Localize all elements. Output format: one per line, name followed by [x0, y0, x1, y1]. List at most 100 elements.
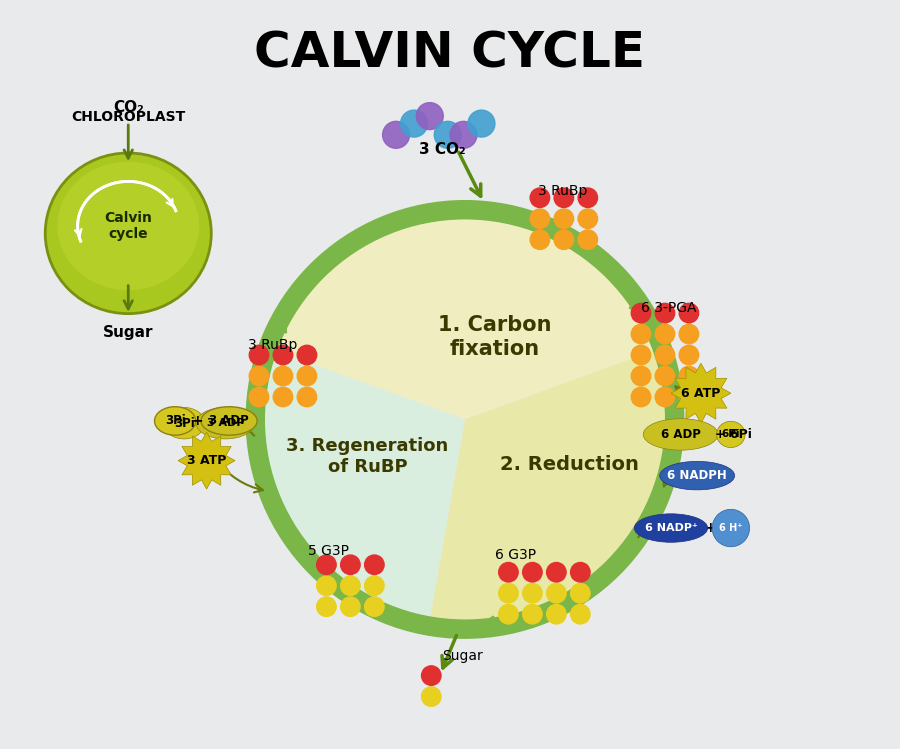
Ellipse shape: [58, 162, 199, 290]
Circle shape: [249, 366, 269, 386]
Circle shape: [680, 345, 698, 365]
Circle shape: [571, 562, 590, 582]
Ellipse shape: [634, 514, 707, 542]
Wedge shape: [274, 216, 656, 419]
Text: 5 G3P: 5 G3P: [308, 544, 348, 558]
Text: 6 H⁺: 6 H⁺: [719, 523, 742, 533]
Text: 6 ATP: 6 ATP: [681, 386, 721, 400]
Text: Calvin
cycle: Calvin cycle: [104, 210, 152, 241]
Text: 3 CO₂: 3 CO₂: [419, 142, 466, 157]
Circle shape: [499, 583, 518, 603]
Circle shape: [680, 303, 698, 323]
Circle shape: [655, 303, 675, 323]
Text: 6Pi: 6Pi: [722, 429, 740, 440]
Text: 6 NADP⁺: 6 NADP⁺: [644, 523, 698, 533]
Circle shape: [340, 597, 360, 616]
Text: 3 RuBp: 3 RuBp: [248, 338, 297, 352]
Circle shape: [680, 324, 698, 344]
Circle shape: [655, 366, 675, 386]
Text: 2. Reduction: 2. Reduction: [500, 455, 639, 474]
Circle shape: [546, 604, 566, 624]
Circle shape: [450, 121, 477, 148]
Text: Sugar: Sugar: [443, 649, 483, 663]
Polygon shape: [671, 363, 731, 423]
Circle shape: [631, 345, 651, 365]
Circle shape: [364, 576, 384, 595]
Text: 3Pi: 3Pi: [165, 414, 185, 428]
Ellipse shape: [201, 407, 257, 435]
Ellipse shape: [716, 421, 745, 448]
Wedge shape: [262, 350, 465, 619]
Text: 1. Carbon
fixation: 1. Carbon fixation: [438, 315, 552, 359]
Circle shape: [317, 555, 337, 574]
Circle shape: [274, 387, 292, 407]
Circle shape: [297, 366, 317, 386]
Circle shape: [554, 209, 573, 228]
Circle shape: [554, 188, 573, 207]
Circle shape: [655, 324, 675, 344]
Circle shape: [523, 583, 542, 603]
Ellipse shape: [660, 461, 734, 490]
Circle shape: [530, 209, 550, 228]
Circle shape: [297, 387, 317, 407]
Text: +: +: [705, 521, 716, 535]
Circle shape: [631, 303, 651, 323]
Ellipse shape: [45, 153, 212, 314]
Circle shape: [435, 121, 461, 148]
Text: 3. Regeneration
of RuBP: 3. Regeneration of RuBP: [286, 437, 449, 476]
Ellipse shape: [196, 407, 255, 439]
Circle shape: [340, 576, 360, 595]
Text: Sugar: Sugar: [103, 325, 154, 340]
Ellipse shape: [644, 419, 718, 450]
Text: 6 3-PGA: 6 3-PGA: [641, 300, 697, 315]
Circle shape: [468, 110, 495, 137]
Circle shape: [712, 509, 750, 547]
Text: CHLOROPLAST: CHLOROPLAST: [71, 109, 185, 124]
Circle shape: [340, 555, 360, 574]
Circle shape: [571, 583, 590, 603]
Circle shape: [546, 562, 566, 582]
Circle shape: [523, 604, 542, 624]
Circle shape: [530, 230, 550, 249]
Circle shape: [317, 597, 337, 616]
Circle shape: [421, 666, 441, 685]
Text: + 6Pi: + 6Pi: [716, 428, 752, 441]
Text: 3 ADP: 3 ADP: [207, 418, 244, 428]
Polygon shape: [178, 432, 235, 489]
Circle shape: [655, 345, 675, 365]
Circle shape: [417, 103, 444, 130]
Circle shape: [364, 555, 384, 574]
Text: 6 NADPH: 6 NADPH: [667, 469, 727, 482]
Circle shape: [631, 366, 651, 386]
Text: + 3 ADP: + 3 ADP: [207, 416, 264, 430]
Wedge shape: [429, 350, 669, 623]
Circle shape: [578, 230, 598, 249]
Circle shape: [530, 188, 550, 207]
Circle shape: [274, 345, 292, 365]
Ellipse shape: [164, 407, 204, 439]
Text: 3 ATP: 3 ATP: [187, 454, 226, 467]
Circle shape: [680, 366, 698, 386]
Circle shape: [578, 188, 598, 207]
Circle shape: [631, 387, 651, 407]
Circle shape: [499, 562, 518, 582]
Circle shape: [274, 366, 292, 386]
Circle shape: [655, 387, 675, 407]
Text: 3Pi: 3Pi: [174, 416, 194, 430]
Circle shape: [317, 576, 337, 595]
Circle shape: [249, 345, 269, 365]
Circle shape: [364, 597, 384, 616]
Text: +: +: [191, 414, 202, 428]
Ellipse shape: [155, 407, 195, 435]
Circle shape: [554, 230, 573, 249]
Circle shape: [421, 687, 441, 706]
Circle shape: [631, 324, 651, 344]
Circle shape: [546, 583, 566, 603]
Text: 6 G3P: 6 G3P: [495, 548, 536, 562]
Circle shape: [680, 387, 698, 407]
Circle shape: [382, 121, 410, 148]
Circle shape: [297, 345, 317, 365]
Circle shape: [571, 604, 590, 624]
Text: CO₂: CO₂: [112, 100, 144, 115]
Circle shape: [499, 604, 518, 624]
